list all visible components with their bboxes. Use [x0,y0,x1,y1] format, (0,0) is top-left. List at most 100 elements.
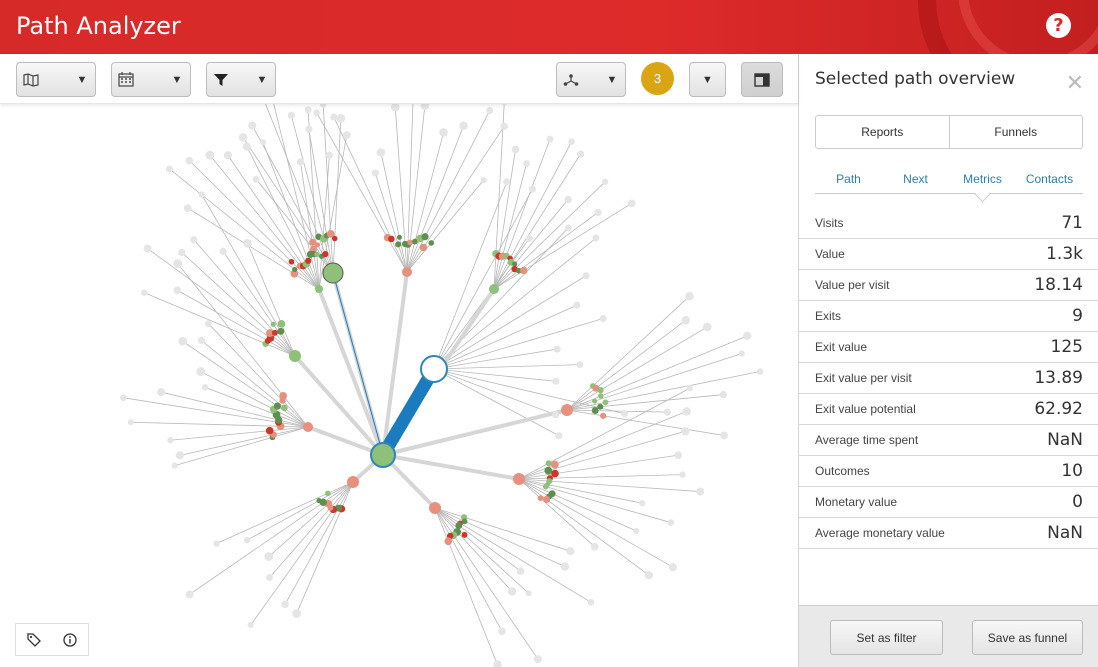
chevron-down-icon: ▼ [256,73,268,86]
options-dropdown-button[interactable]: ▼ [689,62,726,97]
path-node [546,135,554,143]
filter-dropdown-button[interactable]: ▼ [206,62,276,97]
toggle-panel-button[interactable] [741,62,783,97]
path-node [493,660,502,667]
filter-icon [207,63,235,96]
path-node [388,235,395,243]
path-node [592,234,600,242]
path-node [205,320,212,328]
path-graph[interactable] [0,104,798,667]
path-edge [182,340,309,428]
tab-metrics[interactable]: Metrics [949,172,1016,193]
path-node [543,495,551,503]
path-node [421,233,429,241]
path-node [342,131,351,140]
help-icon[interactable]: ? [1046,13,1071,38]
path-edge [201,340,309,428]
panel-footer: Set as filter Save as funnel [799,605,1098,667]
path-node [314,242,321,248]
metric-value: 18.14 [1034,275,1083,295]
path-edge [493,138,551,290]
path-node [719,390,728,399]
canvas-tools [15,623,89,656]
path-node [594,208,602,217]
path-graph-canvas[interactable] [0,104,798,667]
path-node [325,151,333,159]
tab-path[interactable]: Path [836,172,861,186]
path-node [668,563,677,572]
path-node [461,518,468,525]
path-node [219,247,227,255]
funnels-button[interactable]: Funnels [948,116,1083,148]
tab-next[interactable]: Next [903,172,928,186]
info-icon[interactable] [52,624,88,655]
path-edge [566,319,687,411]
path-node [287,111,295,119]
path-node [756,368,764,375]
report-funnel-switch: Reports Funnels [815,115,1083,149]
tag-icon[interactable] [16,624,52,655]
metric-row: Exits 9 [799,301,1098,332]
path-node [667,519,675,526]
path-node [173,259,183,268]
path-node [486,106,494,114]
path-node [663,408,672,416]
path-edge [493,202,632,290]
metric-row: Exit value potential 62.92 [799,394,1098,425]
path-node [674,451,683,460]
path-edge [518,474,683,480]
path-node [175,451,184,460]
path-node [167,437,174,444]
path-edge [222,251,296,357]
map-dropdown-button[interactable]: ▼ [16,62,96,97]
path-node [173,286,182,295]
path-node [686,385,693,392]
panel-title: Selected path overview [815,69,1016,89]
save-as-funnel-button[interactable]: Save as funnel [972,620,1083,655]
path-node [157,388,166,397]
header-background [0,0,1098,54]
close-icon[interactable]: ✕ [1065,70,1084,95]
path-node [325,490,331,497]
path-node [516,567,525,575]
path-node [266,329,274,337]
path-node [566,547,575,556]
path-node [553,345,561,353]
metric-label: Exits [815,309,842,323]
selection-count-badge[interactable]: 3 [641,62,674,95]
selected-path-link [332,272,384,456]
path-edge-main [317,288,385,456]
path-node [461,531,468,538]
path-node-major [322,262,344,284]
path-edge-main [307,425,384,457]
set-as-filter-button[interactable]: Set as filter [830,620,943,655]
path-edge [518,478,637,532]
date-dropdown-button[interactable]: ▼ [111,62,191,97]
path-node [592,398,598,404]
path-node [587,598,595,606]
path-node [336,114,346,123]
path-edge [433,348,558,370]
path-node [511,145,520,154]
path-node [322,250,329,258]
path-node [516,267,522,274]
path-edge [406,132,444,273]
tab-contacts[interactable]: Contacts [1025,172,1074,186]
path-node [480,177,487,184]
path-node [266,574,273,581]
path-node [376,148,386,157]
metric-value: 10 [1061,461,1083,481]
chevron-down-icon: ▼ [606,73,618,86]
path-node [316,498,322,504]
reports-button[interactable]: Reports [861,125,904,139]
path-edge [518,478,595,548]
path-node [552,377,560,385]
metric-value: 0 [1072,492,1083,512]
path-node [247,621,254,629]
path-edge [566,295,690,411]
path-edge [170,426,309,441]
view-mode-dropdown-button[interactable]: ▼ [556,62,626,97]
path-node [281,600,289,609]
path-edge [493,199,569,290]
panel-tabs: Path Next Metrics Contacts [815,172,1083,194]
